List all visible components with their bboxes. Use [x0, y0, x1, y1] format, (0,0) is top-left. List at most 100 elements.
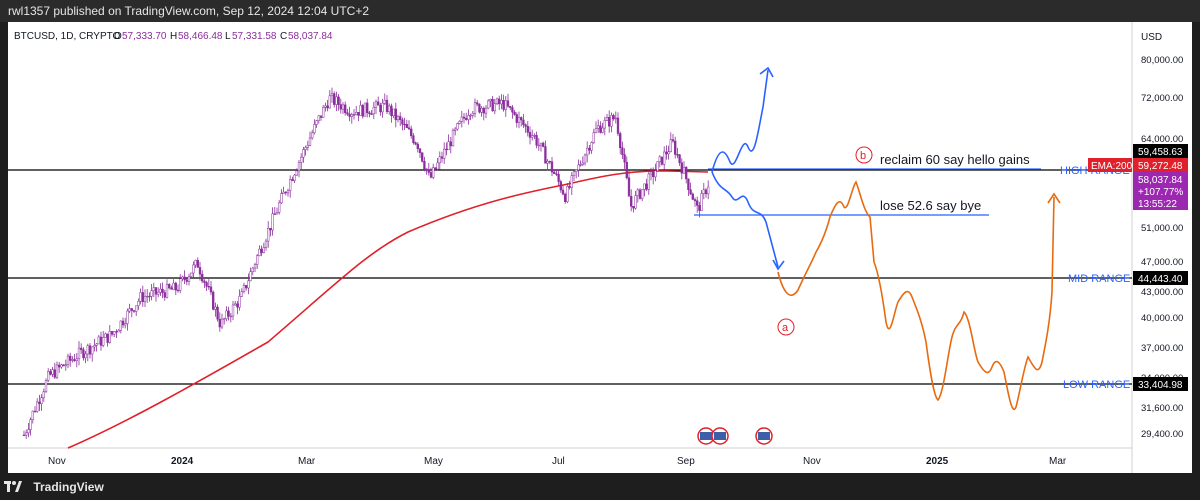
candle-body — [412, 135, 415, 143]
candle-body — [121, 320, 125, 326]
candle-body — [663, 151, 666, 165]
candle-body — [520, 117, 523, 121]
price-tags: 59,458.63 EMA:200 59,272.48 58,037.84 +1… — [1088, 144, 1188, 391]
candle-body — [238, 296, 241, 308]
ohlc-high-label: H — [170, 31, 177, 42]
mid-price-text: 44,443.40 — [1138, 274, 1183, 285]
candle-body — [82, 349, 85, 359]
candle-body — [533, 135, 536, 137]
candle-body — [493, 103, 496, 112]
low-price-tag — [1133, 377, 1188, 391]
candle-body — [660, 156, 664, 165]
candle-body — [165, 284, 169, 298]
candle-body — [685, 166, 688, 180]
reclaim-annotation: reclaim 60 say hello gains — [880, 152, 1030, 167]
candle-body — [548, 161, 551, 163]
candle-body — [192, 264, 195, 274]
candle-body — [152, 287, 155, 292]
candle-body — [671, 139, 675, 142]
candle-body — [544, 146, 547, 164]
candle-body — [592, 132, 595, 143]
price-chart[interactable]: BTCUSD, 1D, CRYPTO O 57,333.70 H 58,466.… — [8, 22, 1192, 473]
candle-body — [42, 391, 45, 398]
candle-body — [509, 106, 512, 108]
x-tick: Sep — [677, 456, 695, 467]
top-price-tag — [1133, 144, 1188, 158]
candle-body — [531, 135, 534, 138]
ohlc-open-label: O — [114, 31, 122, 42]
candle-body — [75, 358, 78, 362]
event-markers[interactable] — [697, 427, 773, 445]
orange-arrowhead — [1047, 192, 1061, 204]
candle-body — [174, 282, 177, 291]
candle-body — [29, 419, 32, 430]
candle-body — [22, 434, 26, 437]
candle-body — [306, 145, 309, 148]
candle-body — [363, 102, 367, 117]
candle-body — [201, 273, 204, 282]
candle-body — [139, 292, 142, 302]
candle-body — [71, 359, 74, 361]
candle-body — [311, 132, 314, 139]
candle-body — [159, 288, 162, 293]
candle-body — [264, 240, 268, 248]
candle-body — [707, 186, 710, 195]
candle-body — [667, 151, 670, 155]
candle-body — [258, 248, 261, 256]
candle-body — [614, 117, 617, 120]
y-tick: 40,000.00 — [1141, 313, 1183, 324]
candle-body — [689, 189, 692, 195]
candle-body — [93, 345, 96, 348]
candle-body — [117, 330, 120, 333]
chart-frame[interactable]: BTCUSD, 1D, CRYPTO O 57,333.70 H 58,466.… — [8, 22, 1192, 473]
candle-body — [445, 148, 448, 151]
candle-body — [696, 200, 699, 206]
candle-body — [212, 291, 215, 310]
candle-body — [60, 364, 63, 368]
circle-a — [777, 318, 795, 336]
candle-body — [630, 195, 633, 207]
candle-body — [542, 142, 545, 147]
candle-body — [410, 128, 413, 137]
candle-body — [487, 100, 490, 109]
candle-body — [379, 104, 382, 113]
candle-body — [423, 161, 426, 170]
footer-bar: TradingView — [0, 473, 1200, 499]
candle-body — [370, 113, 373, 115]
candle-body — [691, 193, 694, 200]
candle-body — [645, 183, 648, 190]
candle-body — [526, 126, 529, 133]
candle-body — [319, 115, 323, 118]
candle-body — [124, 323, 127, 326]
candle-body — [322, 107, 325, 118]
candle-body — [128, 308, 131, 312]
candle-body — [183, 276, 186, 281]
candle-body — [566, 186, 569, 202]
candle-body — [251, 267, 254, 272]
low-price-text: 33,404.98 — [1138, 380, 1183, 391]
candle-body — [454, 128, 457, 131]
candle-body — [77, 347, 81, 360]
candle-body — [27, 429, 30, 434]
candle-body — [97, 336, 100, 345]
candle-body — [53, 369, 56, 378]
candle-body — [440, 156, 444, 159]
candle-body — [88, 345, 92, 355]
candle-body — [568, 186, 571, 188]
candle-body — [462, 116, 466, 119]
candle-body — [51, 369, 54, 375]
candle-body — [484, 107, 488, 114]
candle-body — [575, 169, 578, 172]
candle-body — [388, 105, 391, 113]
y-tick: 80,000.00 — [1141, 55, 1183, 66]
candle-body — [515, 114, 518, 123]
candle-body — [115, 331, 118, 333]
candle-body — [304, 147, 307, 150]
candle-body — [194, 260, 197, 266]
candle-body — [687, 178, 690, 190]
candle-body — [594, 128, 598, 133]
countdown-text: 13:55:22 — [1138, 199, 1177, 210]
candle-body — [680, 162, 683, 174]
candle-body — [36, 401, 39, 412]
y-tick: 43,000.00 — [1141, 287, 1183, 298]
